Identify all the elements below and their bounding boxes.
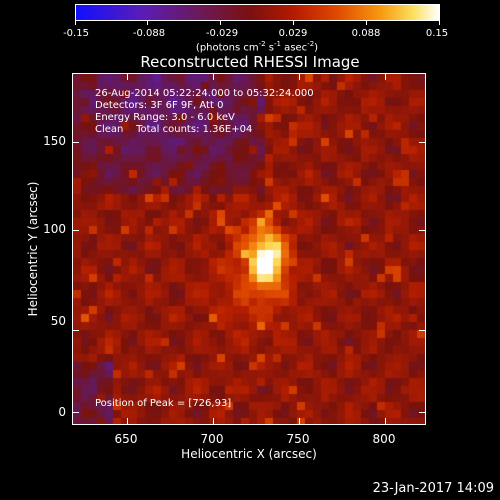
- info-peak-position: Position of Peak = [726,93]: [95, 398, 232, 409]
- colorbar-tick-label: -0.15: [63, 28, 89, 39]
- x-tick-mark: [299, 418, 300, 424]
- colorbar-tick-mark: [366, 20, 367, 25]
- x-tick-label: 800: [372, 432, 396, 446]
- colorbar-tick-mark: [439, 20, 440, 25]
- x-axis-label: Heliocentric X (arcsec): [181, 447, 317, 461]
- colorbar-tick-label: 0.088: [351, 28, 381, 39]
- y-tick-mark: [419, 412, 425, 413]
- x-tick-label: 750: [286, 432, 310, 446]
- y-tick-mark: [73, 412, 79, 413]
- y-tick-label: 150: [43, 134, 66, 148]
- info-detectors: Detectors: 3F 6F 9F, Att 0: [95, 100, 224, 111]
- colorbar-tick-label: -0.088: [132, 28, 166, 39]
- colorbar-tick-label: 0.029: [278, 28, 308, 39]
- plot-title: Reconstructed RHESSI Image: [140, 53, 360, 71]
- colorbar-tick-mark: [220, 20, 221, 25]
- x-tick-mark: [385, 74, 386, 80]
- timestamp: 23-Jan-2017 14:09: [372, 481, 494, 496]
- y-tick-mark: [73, 330, 79, 331]
- x-tick-label: 700: [200, 432, 224, 446]
- rhessi-image-heatmap: [73, 74, 425, 424]
- image-plot-area[interactable]: 26-Aug-2014 05:22:24.000 to 05:32:24.000…: [72, 73, 426, 425]
- x-tick-label: 650: [114, 432, 138, 446]
- y-tick-label: 0: [58, 405, 66, 419]
- y-tick-mark: [419, 330, 425, 331]
- x-tick-mark: [213, 74, 214, 80]
- y-tick-mark: [73, 142, 79, 143]
- x-tick-mark: [127, 74, 128, 80]
- x-tick-mark: [127, 418, 128, 424]
- y-axis-label: Heliocentric Y (arcsec): [26, 181, 40, 317]
- y-tick-mark: [73, 230, 79, 231]
- x-tick-mark: [213, 418, 214, 424]
- colorbar-units: (photons cm-2 s-1 asec-2): [195, 40, 319, 54]
- colorbar-tick-mark: [75, 20, 76, 25]
- colorbar: [75, 4, 440, 21]
- info-time-range: 26-Aug-2014 05:22:24.000 to 05:32:24.000: [95, 88, 314, 99]
- colorbar-tick-mark: [147, 20, 148, 25]
- info-energy-range: Energy Range: 3.0 - 6.0 keV: [95, 112, 235, 123]
- x-tick-mark: [299, 74, 300, 80]
- info-clean: Clean Total counts: 1.36E+04: [95, 124, 253, 135]
- colorbar-tick-mark: [293, 20, 294, 25]
- y-tick-label: 50: [50, 314, 66, 328]
- y-tick-mark: [419, 142, 425, 143]
- y-tick-mark: [419, 230, 425, 231]
- x-tick-mark: [385, 418, 386, 424]
- colorbar-tick-label: -0.029: [205, 28, 239, 39]
- y-tick-label: 100: [43, 222, 66, 236]
- colorbar-tick-label: 0.15: [425, 28, 449, 39]
